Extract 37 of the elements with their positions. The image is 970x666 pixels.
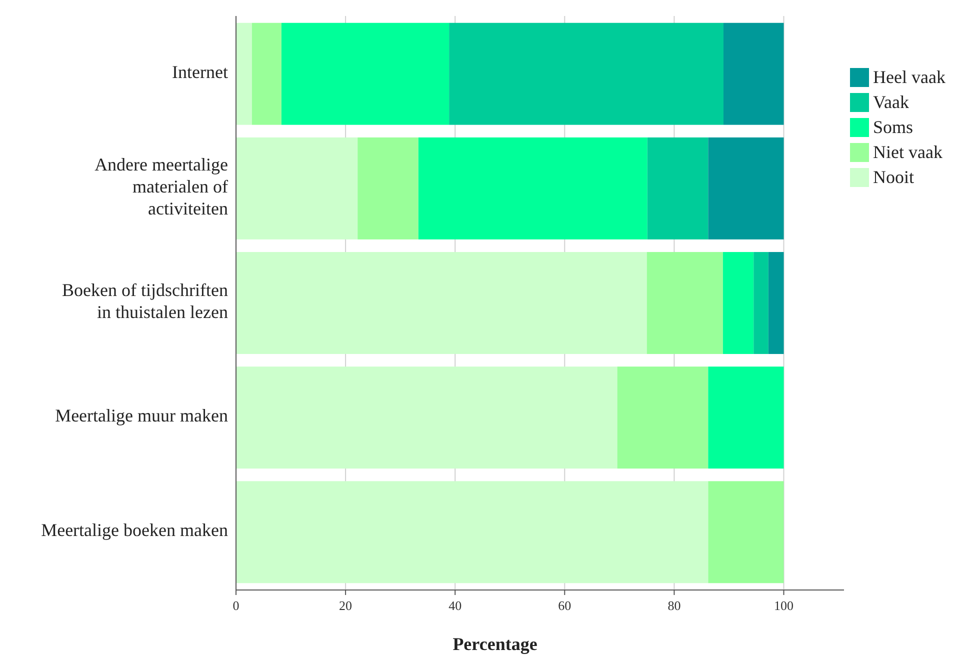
bar	[708, 366, 784, 469]
x-tick-label: 60	[558, 598, 572, 613]
bar	[449, 22, 724, 125]
x-tick-label: 100	[774, 598, 794, 613]
bar	[768, 252, 784, 354]
legend-label: Vaak	[873, 92, 909, 112]
y-tick-label: Andere meertalige materialen of activiteiten	[94, 154, 228, 219]
bar	[236, 137, 358, 240]
bar	[646, 252, 723, 354]
bar	[722, 252, 754, 354]
bar	[236, 481, 708, 584]
bar	[252, 22, 282, 125]
y-tick-label: Boeken of tijdschriften in thuistalen lezen	[62, 280, 228, 322]
x-tick-label: 0	[232, 598, 240, 613]
bar	[754, 252, 768, 354]
bar	[236, 22, 252, 125]
bar	[647, 137, 708, 240]
x-tick-label: 20	[339, 598, 352, 613]
bar	[236, 366, 618, 469]
bar	[358, 137, 418, 240]
legend-label: Nooit	[873, 167, 914, 187]
legend-label: Niet vaak	[873, 142, 942, 162]
bar	[418, 137, 648, 240]
bar	[617, 366, 708, 469]
bar	[236, 252, 647, 354]
legend-label: Soms	[873, 117, 914, 137]
x-tick-label: 40	[448, 598, 462, 613]
x-axis-title: Percentage	[452, 634, 538, 654]
y-tick-label: Meertalige boeken maken	[41, 520, 228, 540]
legend-label: Heel vaak	[873, 67, 946, 87]
bar	[723, 22, 784, 125]
bar	[708, 137, 784, 240]
y-tick-label: Internet	[172, 62, 228, 82]
x-tick-label: 80	[668, 598, 681, 613]
y-tick-label: Meertalige muur maken	[55, 406, 228, 426]
bar	[708, 481, 784, 584]
bar	[281, 22, 450, 125]
